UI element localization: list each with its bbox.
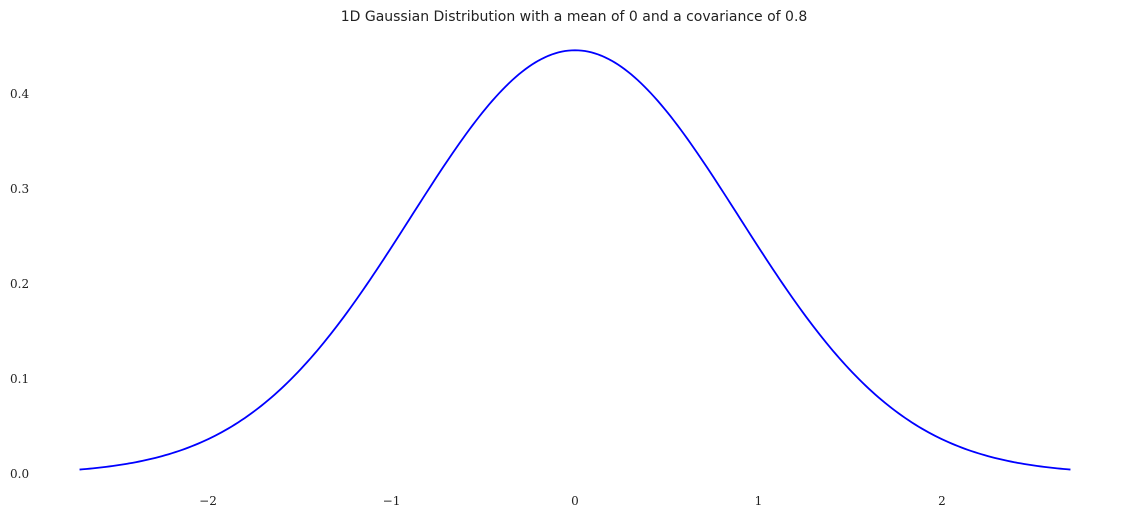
y-tick-label: 0.2 — [10, 277, 29, 291]
x-tick-label: 2 — [938, 494, 946, 508]
y-tick-label: 0.1 — [10, 372, 29, 386]
x-axis-ticks: −2 −1 0 1 2 — [199, 494, 946, 508]
y-tick-label: 0.3 — [10, 182, 29, 196]
x-tick-label: −2 — [199, 494, 217, 508]
y-axis-ticks: 0.0 0.1 0.2 0.3 0.4 — [10, 87, 29, 481]
x-tick-label: 0 — [571, 494, 579, 508]
y-tick-label: 0.4 — [10, 87, 29, 101]
chart-title: 1D Gaussian Distribution with a mean of … — [341, 9, 808, 25]
x-tick-label: −1 — [383, 494, 401, 508]
gaussian-curve — [79, 49, 1071, 471]
y-tick-label: 0.0 — [10, 467, 29, 481]
x-tick-label: 1 — [755, 494, 763, 508]
